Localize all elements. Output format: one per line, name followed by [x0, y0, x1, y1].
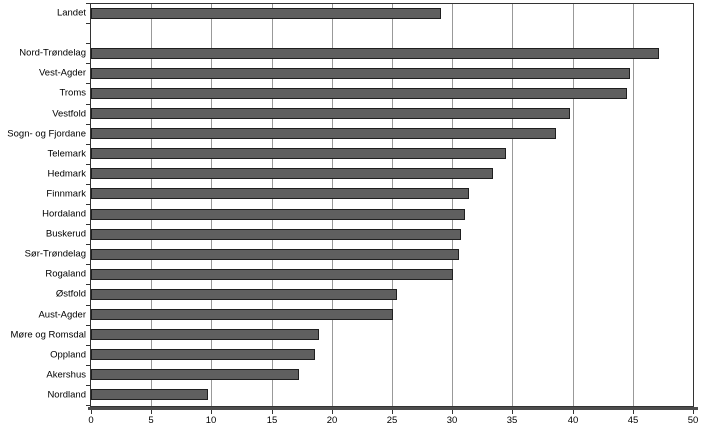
y-axis-tick — [86, 264, 90, 265]
x-axis-tick-label: 45 — [627, 415, 639, 426]
y-axis-tick — [86, 325, 90, 326]
y-axis-label: Buskerud — [45, 228, 86, 240]
bar — [91, 249, 459, 260]
bar — [91, 289, 397, 300]
x-axis-tick-label: 25 — [386, 415, 398, 426]
bar — [91, 329, 319, 340]
y-axis-tick — [86, 385, 90, 386]
y-axis-label: Landet — [56, 7, 86, 19]
x-axis-tick — [272, 410, 273, 414]
y-axis-tick — [86, 184, 90, 185]
y-axis-label: Østfold — [55, 288, 86, 300]
gridline — [512, 4, 513, 406]
bar — [91, 168, 493, 179]
bar — [91, 389, 208, 400]
x-axis-tick-label: 0 — [88, 415, 94, 426]
y-axis-tick — [86, 124, 90, 125]
y-axis-tick — [86, 3, 90, 4]
y-axis-tick — [86, 204, 90, 205]
x-axis-tick — [211, 410, 212, 414]
y-axis-label: Nord-Trøndelag — [19, 47, 86, 59]
bar — [91, 8, 441, 19]
x-axis-tick-label: 20 — [326, 415, 338, 426]
x-axis-line — [88, 407, 698, 410]
x-axis-tick-label: 30 — [446, 415, 458, 426]
plot-area — [90, 3, 694, 407]
x-axis-tick — [452, 410, 453, 414]
bar — [91, 148, 506, 159]
x-axis-tick — [91, 410, 92, 414]
x-axis-tick — [512, 410, 513, 414]
y-axis-label: Rogaland — [45, 268, 86, 280]
y-axis-label: Telemark — [47, 148, 86, 160]
y-axis-label: Vestfold — [52, 108, 86, 120]
y-axis-tick — [86, 224, 90, 225]
y-axis-label: Aust-Agder — [38, 309, 86, 321]
x-axis-tick-label: 10 — [205, 415, 217, 426]
x-axis-tick-label: 15 — [266, 415, 278, 426]
x-axis-tick — [151, 410, 152, 414]
gridline — [573, 4, 574, 406]
x-axis-tick-label: 50 — [687, 415, 699, 426]
y-axis-label: Sogn- og Fjordane — [7, 128, 86, 140]
y-axis-label: Troms — [59, 87, 86, 99]
bar — [91, 309, 393, 320]
bar — [91, 48, 659, 59]
x-axis-tick-label: 5 — [148, 415, 154, 426]
y-axis-label: Hedmark — [47, 168, 86, 180]
x-axis-tick — [573, 410, 574, 414]
y-axis-label: Vest-Agder — [39, 67, 86, 79]
gridline — [151, 4, 152, 406]
y-axis-tick — [86, 63, 90, 64]
x-axis-tick — [633, 410, 634, 414]
y-axis-tick — [86, 83, 90, 84]
y-axis-label: Oppland — [50, 349, 86, 361]
gridline — [211, 4, 212, 406]
bar — [91, 229, 461, 240]
y-axis-tick — [86, 23, 90, 24]
gridline — [332, 4, 333, 406]
y-axis-tick — [86, 104, 90, 105]
gridline — [272, 4, 273, 406]
y-axis-tick — [86, 284, 90, 285]
y-axis-tick — [86, 164, 90, 165]
gridline — [452, 4, 453, 406]
gridline — [633, 4, 634, 406]
bar — [91, 369, 299, 380]
y-axis-label: Møre og Romsdal — [10, 329, 87, 341]
bar — [91, 269, 453, 280]
y-axis-label: Finnmark — [46, 188, 86, 200]
x-axis-tick — [392, 410, 393, 414]
y-axis-label: Hordaland — [42, 208, 86, 220]
y-axis-tick — [86, 144, 90, 145]
y-axis-tick — [86, 345, 90, 346]
x-axis-tick-label: 40 — [567, 415, 579, 426]
x-axis-tick — [693, 410, 694, 414]
bar — [91, 188, 469, 199]
y-axis-tick — [86, 405, 90, 406]
bar — [91, 349, 315, 360]
y-axis-tick — [86, 365, 90, 366]
y-axis-tick — [86, 305, 90, 306]
x-axis-tick-label: 35 — [506, 415, 518, 426]
gridline — [392, 4, 393, 406]
y-axis-label: Nordland — [47, 389, 86, 401]
y-axis-tick — [86, 244, 90, 245]
bar — [91, 209, 465, 220]
y-axis-label: Sør-Trøndelag — [24, 248, 86, 260]
y-axis-label: Akershus — [46, 369, 86, 381]
bar — [91, 88, 627, 99]
y-axis-tick — [86, 43, 90, 44]
bar — [91, 128, 556, 139]
bar — [91, 108, 570, 119]
bar — [91, 68, 630, 79]
x-axis-tick — [332, 410, 333, 414]
